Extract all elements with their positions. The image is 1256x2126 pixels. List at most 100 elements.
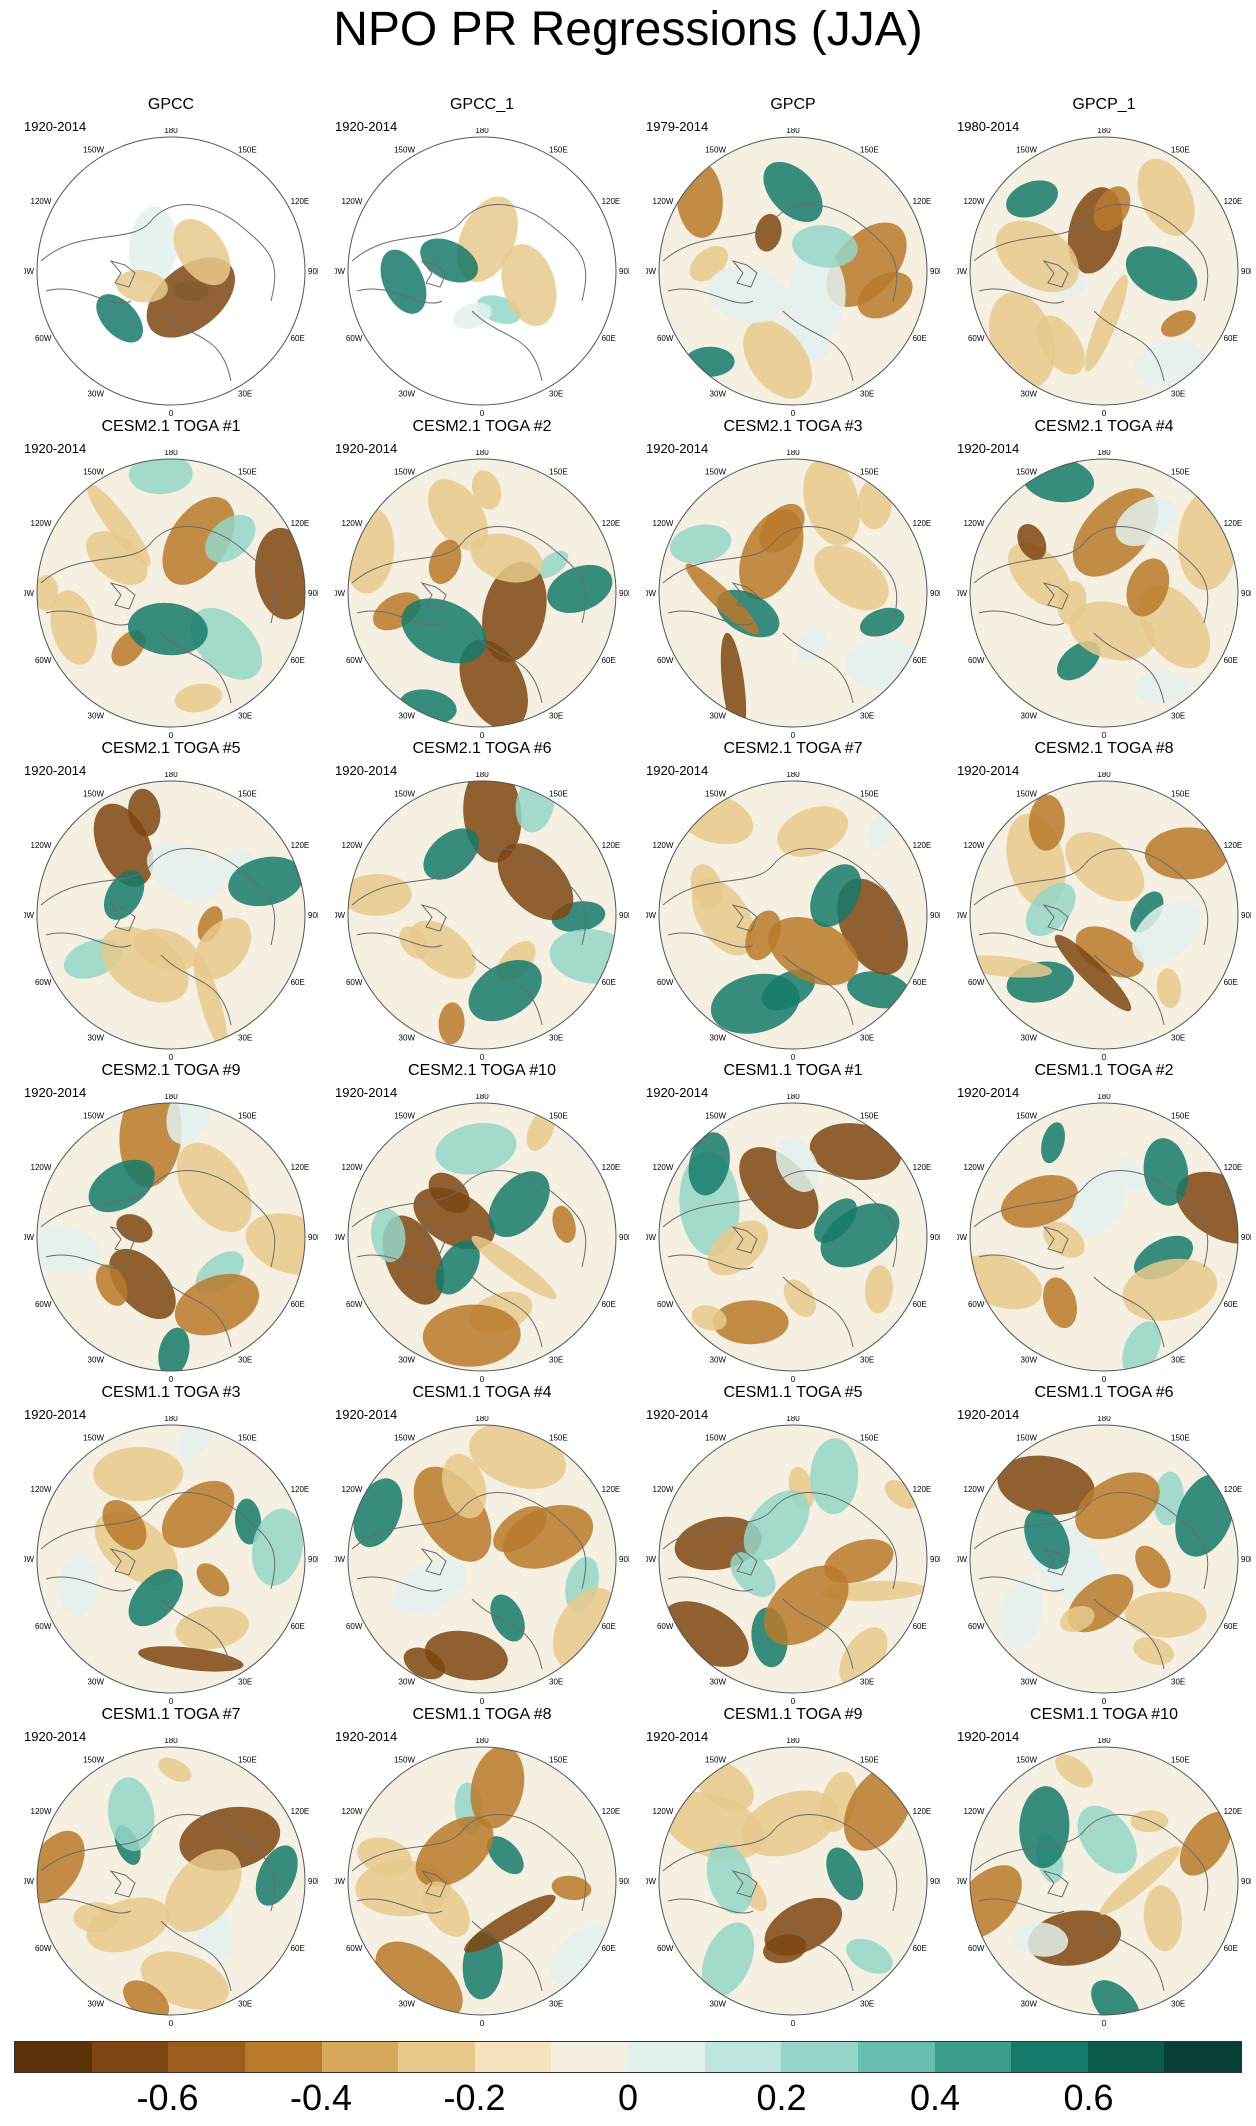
panel-title: CESM2.1 TOGA #9 bbox=[101, 1062, 241, 1079]
coastline bbox=[40, 848, 276, 1026]
longitude-label: 60E bbox=[602, 1300, 616, 1309]
longitude-label: 60W bbox=[968, 1622, 985, 1631]
longitude-label: 180 bbox=[1097, 772, 1111, 779]
anomaly-patch bbox=[88, 1159, 155, 1213]
longitude-label: 90W bbox=[957, 911, 967, 920]
anomaly-patch bbox=[783, 1279, 816, 1318]
panel-title: CESM1.1 TOGA #5 bbox=[723, 1384, 863, 1401]
longitude-label: 150W bbox=[83, 1433, 104, 1442]
map-panel: CESM2.1 TOGA #9 1920-2014 180 150W 150E 120W 1… bbox=[16, 1062, 326, 1384]
anomaly-patch bbox=[100, 926, 189, 1003]
anomaly-patch bbox=[424, 1630, 508, 1681]
map-panel: CESM1.1 TOGA #1 1920-2014 180 150W 150E 120W 1… bbox=[638, 1062, 948, 1384]
longitude-label: 120W bbox=[31, 841, 52, 850]
longitude-label: 30W bbox=[88, 712, 105, 721]
longitude-label: 30W bbox=[88, 1356, 105, 1365]
longitude-label: 30E bbox=[238, 1034, 252, 1043]
anomaly-patch bbox=[95, 1264, 128, 1306]
anomaly-patch bbox=[93, 1446, 184, 1501]
longitude-label: 0 bbox=[791, 731, 796, 740]
longitude-label: 90E bbox=[930, 1877, 940, 1886]
colorbar-tick-label: 0.2 bbox=[756, 2077, 807, 2118]
longitude-label: 90W bbox=[646, 1555, 656, 1564]
colorbar-swatch bbox=[474, 2042, 552, 2072]
anomaly-patch bbox=[846, 1938, 893, 1974]
longitude-label: 120W bbox=[653, 1807, 674, 1816]
longitude-label: 60W bbox=[657, 656, 674, 665]
colorbar-swatch bbox=[934, 2042, 1012, 2072]
longitude-label: 120E bbox=[602, 1485, 621, 1494]
longitude-label: 30E bbox=[549, 1034, 563, 1043]
anomaly-patch bbox=[690, 864, 723, 910]
panel-period: 1920-2014 bbox=[335, 1407, 398, 1422]
anomaly-patch bbox=[470, 1747, 525, 1829]
anomaly-patch bbox=[196, 1563, 230, 1597]
anomaly-patch bbox=[820, 1203, 900, 1268]
coastline bbox=[662, 848, 898, 1026]
longitude-label: 30E bbox=[860, 1356, 874, 1365]
anomaly-patch bbox=[235, 1498, 262, 1545]
anomaly-patch bbox=[1041, 1122, 1065, 1164]
anomaly-patch bbox=[116, 1214, 153, 1243]
coastline bbox=[662, 1492, 898, 1670]
anomaly-patch bbox=[1134, 671, 1191, 704]
map-background bbox=[37, 137, 305, 405]
coastline bbox=[973, 1814, 1209, 1992]
longitude-label: 60E bbox=[913, 334, 927, 343]
longitude-label: 60W bbox=[35, 1944, 52, 1953]
anomaly-patch bbox=[380, 249, 427, 314]
longitude-label: 150W bbox=[83, 789, 104, 798]
longitude-label: 60W bbox=[346, 656, 363, 665]
longitude-label: 120W bbox=[964, 197, 985, 206]
longitude-label: 60E bbox=[1224, 1944, 1238, 1953]
panel-title: GPCC_1 bbox=[449, 96, 515, 113]
longitude-label: 0 bbox=[791, 1053, 796, 1062]
longitude-label: 0 bbox=[169, 731, 174, 740]
coastline bbox=[351, 1492, 587, 1670]
longitude-label: 120E bbox=[602, 519, 621, 528]
longitude-label: 150E bbox=[238, 789, 257, 798]
longitude-label: 90E bbox=[930, 1555, 940, 1564]
map-background bbox=[348, 781, 616, 1049]
longitude-label: 90W bbox=[646, 1233, 656, 1242]
anomaly-patch bbox=[410, 920, 476, 979]
map-panel: CESM2.1 TOGA #7 1920-2014 180 150W 150E 120W 1… bbox=[638, 740, 948, 1062]
longitude-label: 60E bbox=[602, 656, 616, 665]
panel-title: CESM1.1 TOGA #6 bbox=[1034, 1384, 1174, 1401]
polar-map: 180 150W 150E 120W 120E 90W 90E 60W 60E 30W 30E 0 bbox=[646, 1416, 940, 1706]
colorbar-swatch bbox=[244, 2042, 322, 2072]
anomaly-patch bbox=[438, 1002, 465, 1045]
coastline bbox=[351, 204, 587, 382]
longitude-label: 90E bbox=[619, 267, 629, 276]
anomaly-patch bbox=[970, 1865, 1022, 1940]
longitude-label: 150E bbox=[1171, 1433, 1190, 1442]
longitude-label: 180 bbox=[475, 1094, 489, 1101]
map-outline bbox=[36, 136, 306, 406]
anomaly-patch bbox=[103, 870, 145, 920]
map-outline bbox=[347, 458, 617, 728]
longitude-label: 0 bbox=[169, 1697, 174, 1706]
longitude-label: 150W bbox=[705, 145, 726, 154]
anomaly-patch bbox=[245, 1213, 305, 1276]
longitude-label: 60E bbox=[602, 334, 616, 343]
longitude-label: 180 bbox=[786, 450, 800, 457]
longitude-label: 90W bbox=[335, 1233, 345, 1242]
anomaly-patch bbox=[501, 244, 557, 327]
anomaly-patch bbox=[1133, 1637, 1175, 1665]
polar-map: 180 150W 150E 120W 120E 90W 90E 60W 60E 30W 30E 0 bbox=[646, 1738, 940, 2028]
longitude-label: 90E bbox=[308, 589, 318, 598]
coastline bbox=[40, 1814, 276, 1992]
longitude-label: 30W bbox=[1021, 2000, 1038, 2009]
panel-period: 1920-2014 bbox=[957, 1407, 1020, 1422]
longitude-label: 60E bbox=[913, 656, 927, 665]
colorbar-swatch bbox=[15, 2042, 92, 2072]
map-outline bbox=[347, 136, 617, 406]
longitude-label: 180 bbox=[786, 1416, 800, 1423]
longitude-label: 90W bbox=[335, 1877, 345, 1886]
anomaly-patch bbox=[1143, 1138, 1189, 1206]
longitude-label: 30E bbox=[860, 390, 874, 399]
panel-period: 1920-2014 bbox=[335, 1729, 398, 1744]
anomaly-patch bbox=[96, 294, 144, 343]
anomaly-patch bbox=[743, 1490, 810, 1561]
anomaly-patch bbox=[37, 1225, 101, 1273]
